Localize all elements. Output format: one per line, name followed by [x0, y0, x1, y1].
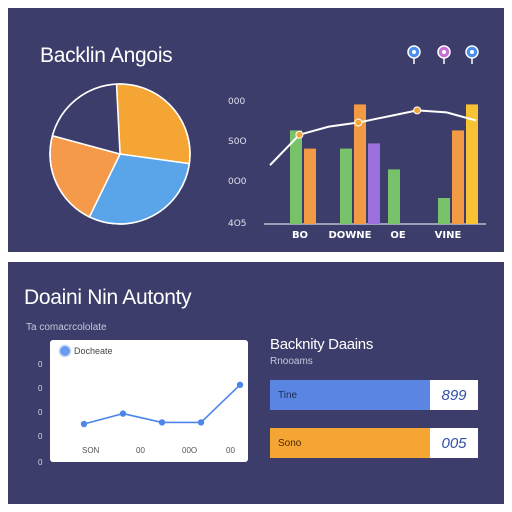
bar-y-tick: 4O5: [228, 219, 247, 229]
line-y-tick: 0: [38, 408, 43, 417]
bar-downe: [368, 143, 380, 224]
line-y-tick: 0: [38, 432, 43, 441]
line-legend: Docheate: [60, 346, 113, 356]
line-point: [80, 420, 88, 428]
metric-bar-value: 005: [430, 428, 478, 458]
metric-bar-label: Sono: [270, 428, 430, 458]
bar-chart: 000 S0O 0O0 4O5 BO DOWNE OE VINE: [228, 45, 486, 241]
legend-label: Docheate: [74, 346, 113, 356]
bar-x-tick: DOWNE: [328, 230, 371, 241]
pie-chart: [49, 83, 191, 225]
metric-bar-value: 899: [430, 380, 478, 410]
line-point: [158, 419, 166, 426]
metric-bar-tine: Tine 899: [270, 380, 478, 410]
bar-vine: [466, 104, 478, 224]
map-pin-icon: [465, 45, 479, 64]
trend-point: [354, 118, 363, 127]
legend-dot-icon: [60, 346, 70, 356]
top-panel-title: Backlin Angois: [40, 44, 173, 67]
line-point: [119, 410, 127, 417]
bar-x-tick: VINE: [435, 230, 462, 241]
bar-vine: [452, 130, 464, 224]
line-chart-card: Docheate SON 00 00O 00: [50, 340, 248, 462]
bottom-panel: Doaini Nin Autonty Ta comacrcololate 0 0…: [8, 262, 504, 504]
line-chart: [80, 381, 244, 428]
bars-title: Backnity Daains: [270, 336, 374, 353]
line-x-tick: 00: [136, 446, 145, 455]
bottom-panel-subtitle: Ta comacrcololate: [26, 322, 107, 333]
bar-bo: [304, 148, 316, 224]
bar-bo: [290, 130, 302, 224]
map-pin-icon: [407, 45, 421, 64]
top-panel: Backlin Angois 000 S0O 0O0 4O5 BO DOWNE OE VINE: [8, 8, 504, 252]
metric-bar-label: Tine: [270, 380, 430, 410]
bar-x-tick: BO: [292, 230, 308, 241]
trend-point: [413, 106, 422, 115]
line-point: [236, 381, 244, 388]
bar-oe: [388, 169, 400, 224]
bottom-panel-title: Doaini Nin Autonty: [24, 286, 192, 309]
metric-bar-sono: Sono 005: [270, 428, 478, 458]
bar-y-tick: 0O0: [228, 177, 247, 187]
bar-vine: [438, 198, 450, 224]
bar-y-tick: 000: [228, 97, 245, 107]
line-series: [83, 384, 241, 425]
pie-outline: [49, 83, 191, 225]
line-x-tick: SON: [82, 446, 100, 455]
line-x-tick: 00O: [182, 446, 198, 455]
trend-line: [269, 109, 477, 166]
line-y-tick: 0: [38, 458, 43, 467]
bar-downe: [340, 148, 352, 224]
bars-subtitle: Rnooams: [270, 356, 313, 367]
line-y-tick: 0: [38, 384, 43, 393]
line-y-tick: 0: [38, 360, 43, 369]
map-pin-icon: [437, 45, 451, 64]
line-point: [197, 419, 205, 426]
line-x-tick: 00: [226, 446, 235, 455]
trend-point: [295, 130, 304, 139]
pie-slice-orange: [115, 83, 191, 165]
bar-x-tick: OE: [390, 230, 406, 241]
bar-downe: [354, 104, 366, 224]
bar-y-tick: S0O: [228, 137, 247, 147]
